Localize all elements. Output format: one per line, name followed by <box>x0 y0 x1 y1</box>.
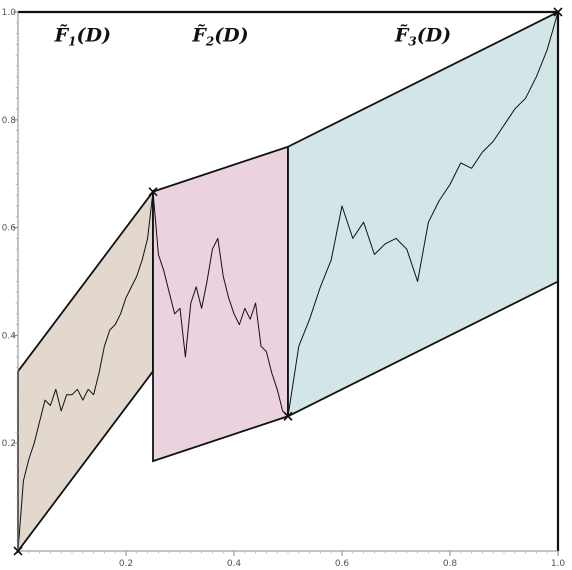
series-line-1 <box>17 11 559 552</box>
x-tick-label: 0.4 <box>227 559 242 569</box>
region-1 <box>17 188 154 554</box>
region-label-layer: F̃1(D) F̃2(D) F̃3(D) <box>54 24 452 48</box>
y-tick-label: 0.4 <box>2 331 17 341</box>
region-label-3: F̃3(D) <box>394 24 451 48</box>
x-tick-label: 0.6 <box>335 559 350 569</box>
x-tick-label: 0.8 <box>443 559 458 569</box>
series-layer <box>17 11 559 552</box>
y-tick-label: 0.2 <box>2 439 16 449</box>
x-tick-label: 0.2 <box>119 559 133 569</box>
region-2 <box>152 145 289 463</box>
x-marker-2 <box>148 187 158 197</box>
y-tick-label: 0.6 <box>2 224 17 234</box>
x-marker-1 <box>13 546 23 556</box>
x-tick-label: 1.0 <box>551 559 566 569</box>
x-marker-3 <box>283 411 293 421</box>
tick-layer: 0.2 0.4 0.6 0.8 1.0 0.2 0.4 0.6 0.8 1.0 <box>2 8 566 569</box>
y-tick-label: 1.0 <box>2 8 17 18</box>
y-tick-label: 0.8 <box>2 116 17 126</box>
regions-layer <box>17 10 559 554</box>
region-3 <box>287 10 559 418</box>
region-label-2: F̃2(D) <box>191 24 248 48</box>
region-label-1: F̃1(D) <box>54 24 111 48</box>
x-marker-4 <box>553 7 563 17</box>
marker-layer <box>13 7 563 556</box>
